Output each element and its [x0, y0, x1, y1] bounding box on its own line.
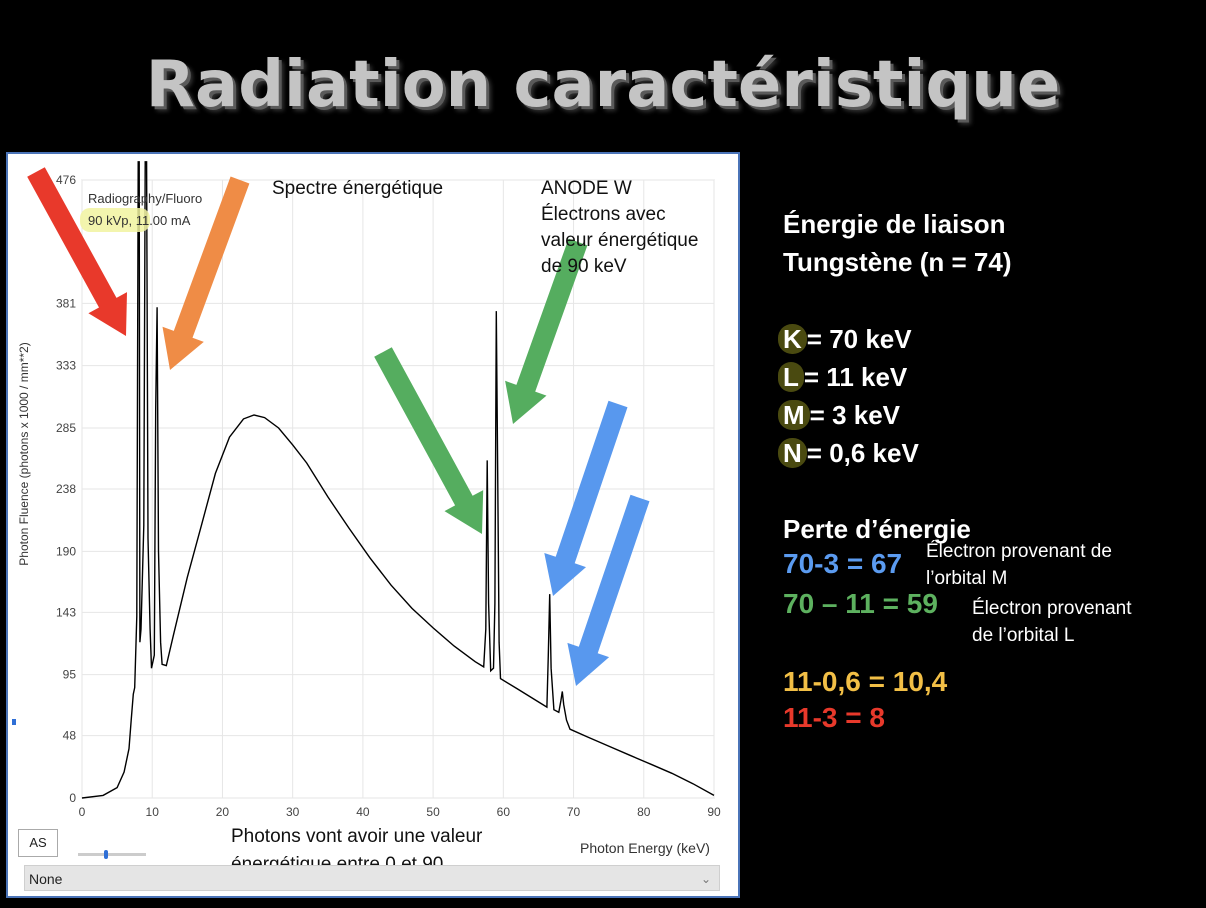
bottom-note-1: Photons vont avoir une valeur [231, 826, 483, 847]
y-tick-label: 333 [56, 359, 76, 373]
loss-red: 11-3 = 8 [783, 702, 885, 733]
level-m: M = 3 keV [778, 396, 901, 434]
anode-line-1: ANODE W [541, 178, 632, 199]
annotation-arrow [374, 347, 484, 534]
shell-l: L [778, 362, 804, 392]
spectrum-annotation: Spectre énergétique [272, 178, 443, 199]
y-tick-labels: 0 48 95 143 190 238 285 333 381 476 [56, 173, 76, 805]
slide-title: Radiation caractéristique [145, 48, 1061, 122]
x-tick-label: 10 [146, 805, 160, 819]
chevron-down-icon: ⌄ [700, 872, 711, 886]
kvp-highlight [80, 208, 150, 232]
loss-green-note-2: de l’orbital L [972, 625, 1075, 646]
loss-heading: Perte d’énergie [783, 514, 971, 544]
loss-blue-note-2: l’orbital M [926, 568, 1008, 589]
level-n-value: = 0,6 keV [806, 438, 919, 468]
x-tick-label: 20 [216, 805, 230, 819]
loss-blue: 70-3 = 67 [783, 548, 903, 579]
vertical-scroll-thumb[interactable] [12, 719, 16, 725]
y-tick-label: 0 [69, 791, 76, 805]
software-label-2: 90 kVp, 11.00 mA [88, 213, 191, 228]
x-axis-label: Photon Energy (keV) [580, 840, 710, 856]
y-tick-label: 381 [56, 296, 76, 310]
annotation-arrows [27, 167, 650, 686]
level-n: N = 0,6 keV [778, 434, 919, 472]
level-k-value: = 70 keV [806, 324, 912, 354]
x-tick-label: 90 [707, 805, 721, 819]
annotation-arrow [544, 400, 628, 596]
loss-blue-note-1: Électron provenant de [926, 541, 1112, 562]
x-tick-label: 40 [356, 805, 370, 819]
annotation-arrow [27, 167, 128, 336]
annotation-arrow [162, 176, 250, 370]
x-tick-label: 30 [286, 805, 300, 819]
loss-yellow: 11-0,6 = 10,4 [783, 666, 948, 697]
y-tick-label: 143 [56, 605, 76, 619]
level-l: L = 11 keV [778, 358, 908, 396]
loss-green-note-1: Électron provenant [972, 598, 1132, 619]
x-tick-label: 70 [567, 805, 581, 819]
shell-k: K [778, 324, 807, 354]
y-tick-label: 476 [56, 173, 76, 187]
x-tick-label: 80 [637, 805, 651, 819]
x-tick-label: 0 [79, 805, 86, 819]
zoom-slider[interactable] [78, 850, 146, 859]
legend-heading-2: Tungstène (n = 74) [783, 247, 1012, 277]
legend-heading-1: Énergie de liaison [783, 209, 1006, 239]
shell-n: N [778, 438, 807, 468]
anode-line-2: Électrons avec [541, 204, 666, 225]
filter-select-value: None [29, 871, 63, 887]
software-label-1: Radiography/Fluoro [88, 191, 202, 206]
spectrum-chart: 0 48 95 143 190 238 285 333 381 476 0 10 20 30 40 50 60… [17, 161, 721, 819]
annotation-arrow [505, 238, 588, 424]
level-l-value: = 11 keV [803, 362, 908, 392]
x-tick-label: 50 [426, 805, 440, 819]
y-axis-label: Photon Fluence (photons x 1000 / mm**2) [17, 342, 31, 565]
x-tick-label: 60 [497, 805, 511, 819]
as-button[interactable]: AS [18, 829, 58, 857]
y-tick-label: 190 [56, 544, 76, 558]
slider-knob[interactable] [104, 850, 108, 859]
level-m-value: = 3 keV [809, 400, 901, 430]
y-tick-label: 95 [63, 668, 77, 682]
annotation-arrow [567, 494, 650, 686]
filter-select[interactable]: None ⌄ [24, 865, 720, 891]
shell-m: M [778, 400, 810, 430]
y-tick-label: 238 [56, 482, 76, 496]
loss-green: 70 – 11 = 59 [783, 588, 938, 619]
y-tick-label: 285 [56, 421, 76, 435]
x-tick-labels: 0 10 20 30 40 50 60 70 80 90 [79, 805, 721, 819]
y-tick-label: 48 [63, 729, 77, 743]
anode-line-3: valeur énergétique [541, 230, 698, 251]
anode-line-4: de 90 keV [541, 256, 627, 277]
spectrum-line [81, 161, 715, 799]
level-k: K = 70 keV [778, 320, 912, 358]
chart-panel: 0 48 95 143 190 238 285 333 381 476 0 10 20 30 40 50 60… [6, 152, 740, 898]
